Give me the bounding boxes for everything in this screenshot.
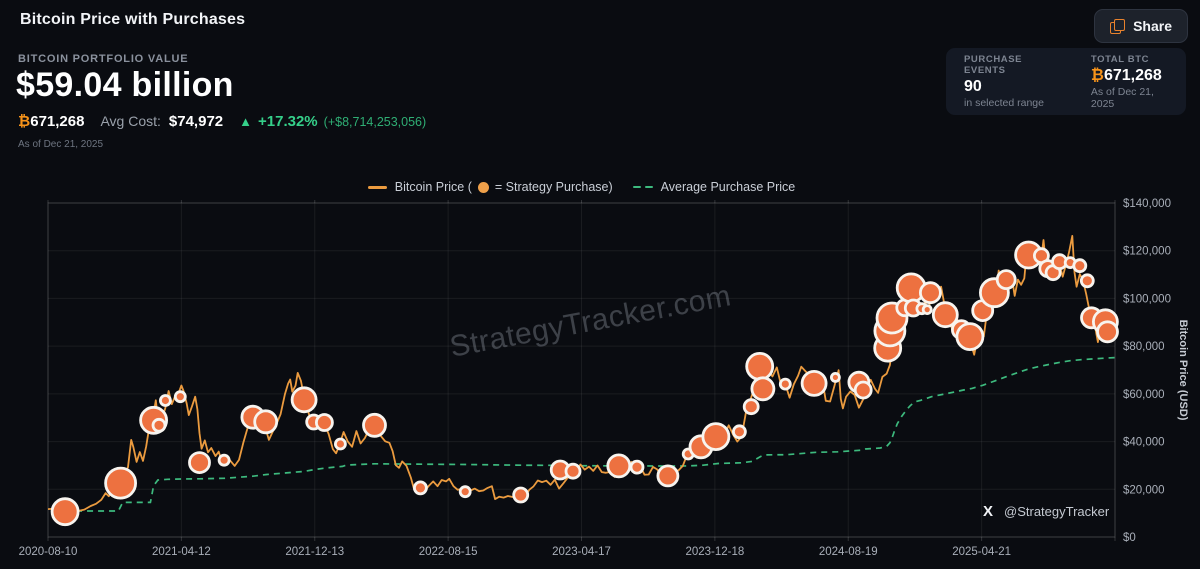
purchase-bubble[interactable]: [564, 462, 582, 480]
x-tick-label: 2023-12-18: [685, 546, 744, 558]
y-tick-label: $0: [1123, 532, 1136, 544]
x-tick-label: 2023-04-17: [552, 546, 611, 558]
purchase-events-value: 90: [964, 78, 982, 95]
purchase-bubble[interactable]: [253, 409, 279, 435]
share-button-label: Share: [1133, 18, 1172, 34]
purchase-bubble[interactable]: [1079, 273, 1095, 289]
purchase-bubble[interactable]: [458, 485, 472, 499]
portfolio-value: $59.04 billion: [16, 66, 234, 104]
legend-avg-label: Average Purchase Price: [660, 180, 796, 194]
purchase-bubble[interactable]: [217, 453, 231, 467]
avg-line-swatch: [632, 185, 653, 189]
portfolio-metrics: ₿671,268 Avg Cost: $74,972 ▲ +17.32% (+$…: [18, 113, 426, 130]
x-tick-label: 2021-12-13: [285, 546, 344, 558]
purchase-events-label: PURCHASE EVENTS: [964, 54, 1023, 76]
average-purchase-price-line: [64, 356, 1116, 512]
purchase-bubble[interactable]: [1096, 320, 1119, 344]
total-btc-value: ₿671,268: [1090, 66, 1162, 84]
purchase-bubble[interactable]: [314, 413, 334, 432]
purchase-bubble[interactable]: [955, 322, 985, 352]
purchase-bubble[interactable]: [173, 390, 187, 404]
purchase-bubble[interactable]: [931, 301, 959, 329]
portfolio-as-of: As of Dec 21, 2025: [18, 139, 104, 150]
y-tick-label: $140,000: [1123, 198, 1171, 210]
gain-percent: +17.32%: [258, 113, 318, 130]
avg-cost-value: $74,972: [168, 113, 224, 130]
btc-symbol: ₿: [18, 113, 31, 130]
purchase-bubble[interactable]: [606, 453, 632, 479]
purchase-dot-swatch: [477, 181, 489, 193]
y-tick-label: $120,000: [1123, 246, 1171, 258]
purchase-bubble[interactable]: [750, 376, 776, 402]
purchase-bubble[interactable]: [151, 417, 167, 433]
portfolio-value-label: BITCOIN PORTFOLIO VALUE: [18, 53, 189, 65]
purchase-bubble[interactable]: [158, 394, 172, 407]
purchase-bubble[interactable]: [512, 486, 530, 504]
legend-price-label: Bitcoin Price (: [394, 180, 472, 194]
x-logo-icon: X: [983, 503, 994, 520]
x-tick-label: 2024-08-19: [819, 546, 878, 558]
purchase-bubble[interactable]: [919, 281, 942, 305]
purchase-bubble[interactable]: [800, 369, 828, 397]
y-axis-title: Bitcoin Price (USD): [1177, 320, 1189, 421]
x-tick-label: 2020-08-10: [19, 546, 78, 558]
purchase-bubble[interactable]: [742, 398, 760, 416]
purchase-bubble[interactable]: [629, 459, 645, 475]
gain-absolute: (+$8,714,253,056): [323, 115, 427, 129]
purchase-bubble[interactable]: [778, 377, 792, 391]
gain-arrow-icon: ▲: [239, 114, 253, 129]
y-tick-label: $20,000: [1123, 484, 1165, 496]
share-button[interactable]: Share: [1094, 9, 1188, 43]
attribution: X @StrategyTracker: [983, 503, 1109, 520]
share-copy-icon: [1110, 18, 1126, 34]
x-handle: @StrategyTracker: [1004, 504, 1110, 519]
purchase-events-sub: in selected range: [964, 97, 1044, 109]
purchase-bubble[interactable]: [853, 380, 873, 400]
purchase-bubble[interactable]: [921, 304, 933, 316]
purchase-bubble[interactable]: [1072, 258, 1088, 274]
purchase-events-stat: PURCHASE EVENTS 90 in selected range: [964, 54, 1053, 109]
purchase-bubble[interactable]: [412, 480, 428, 496]
purchase-bubble[interactable]: [995, 269, 1017, 291]
y-tick-label: $100,000: [1123, 293, 1171, 305]
purchase-bubble[interactable]: [732, 424, 747, 440]
price-line-swatch: [367, 185, 387, 189]
x-tick-label: 2021-04-12: [152, 546, 211, 558]
purchase-bubble[interactable]: [333, 437, 347, 451]
purchase-bubble[interactable]: [50, 497, 80, 527]
purchase-bubble[interactable]: [745, 351, 775, 381]
stats-panel: PURCHASE EVENTS 90 in selected range TOT…: [946, 48, 1186, 115]
purchase-bubble[interactable]: [701, 422, 731, 452]
purchase-bubble[interactable]: [290, 386, 318, 414]
x-tick-label: 2022-08-15: [419, 546, 478, 558]
purchase-bubble[interactable]: [830, 371, 841, 383]
total-btc-sub: As of Dec 21, 2025: [1090, 85, 1154, 110]
plot-border: [47, 202, 1116, 538]
btc-amount: 671,268: [30, 113, 85, 130]
page-title: Bitcoin Price with Purchases: [20, 11, 246, 28]
y-tick-label: $80,000: [1123, 341, 1165, 353]
total-btc-label: TOTAL BTC: [1090, 53, 1150, 65]
chart-legend: Bitcoin Price ( = Strategy Purchase) Ave…: [48, 180, 1115, 194]
y-tick-label: $60,000: [1123, 389, 1165, 401]
legend-purchase-label: = Strategy Purchase): [494, 180, 613, 194]
total-btc-stat: TOTAL BTC ₿671,268 As of Dec 21, 2025: [1091, 54, 1168, 110]
x-tick-label: 2025-04-21: [952, 546, 1011, 558]
purchase-bubble[interactable]: [656, 464, 680, 488]
y-tick-label: $40,000: [1123, 437, 1165, 449]
avg-cost-label: Avg Cost:: [100, 113, 161, 129]
btc-symbol: ₿: [1090, 66, 1104, 84]
purchase-bubble[interactable]: [104, 466, 137, 500]
purchase-bubble[interactable]: [188, 451, 211, 475]
purchase-bubble[interactable]: [362, 412, 387, 438]
